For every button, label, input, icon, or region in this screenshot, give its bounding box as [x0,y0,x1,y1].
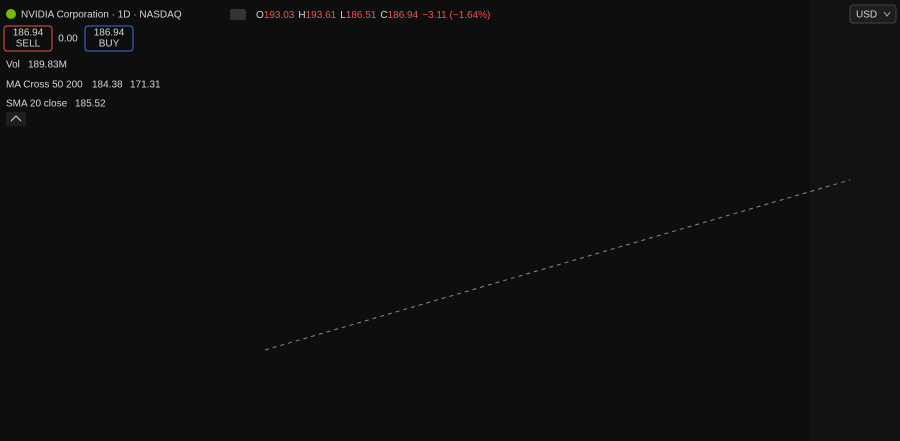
indicator-label: MA Cross 50 200 [6,80,83,91]
indicator-label: SMA 20 close [6,99,68,110]
ohlc-key: C [380,10,387,21]
sell-label[interactable]: SELL [16,39,41,50]
sell-price[interactable]: 186.94 [13,28,44,39]
indicator-label: Vol [6,60,20,71]
buy-button[interactable] [84,25,134,52]
ohlc-value: 186.51 [346,10,377,21]
spread: 0.00 [58,34,78,45]
symbol-icon [6,9,16,19]
indicator-value: 189.83M [28,60,67,71]
currency[interactable]: USD [856,10,877,21]
ohlc-value: 186.94 [388,10,419,21]
ohlc-value: 193.03 [264,10,295,21]
dropdown-caret[interactable] [883,11,891,17]
ohlc-key: L [340,10,346,21]
trend-line [264,179,851,351]
change: −3.11 (−1.64%) [422,10,490,21]
buy-price[interactable]: 186.94 [94,28,125,39]
indicator-value: 184.38 [92,80,123,91]
buy-label[interactable]: BUY [99,39,120,50]
ohlc-key: H [298,10,305,21]
price-axis-bg [810,0,900,441]
symbol-title: NVIDIA Corporation · 1D · NASDAQ [21,10,182,21]
indicator-value: 185.52 [75,99,106,110]
ohlc-line: O193.03 H193.61 L186.51 C186.94 −3.11 (−1.64… [256,10,490,21]
ohlc-key: O [256,10,264,21]
market-status [230,9,246,20]
collapse-icon[interactable] [10,115,22,122]
currency-dropdown[interactable] [849,4,897,24]
sell-button[interactable] [3,25,53,52]
indicator-value: 171.31 [130,80,161,91]
ohlc-value: 193.61 [306,10,337,21]
collapse-button[interactable] [6,112,26,126]
